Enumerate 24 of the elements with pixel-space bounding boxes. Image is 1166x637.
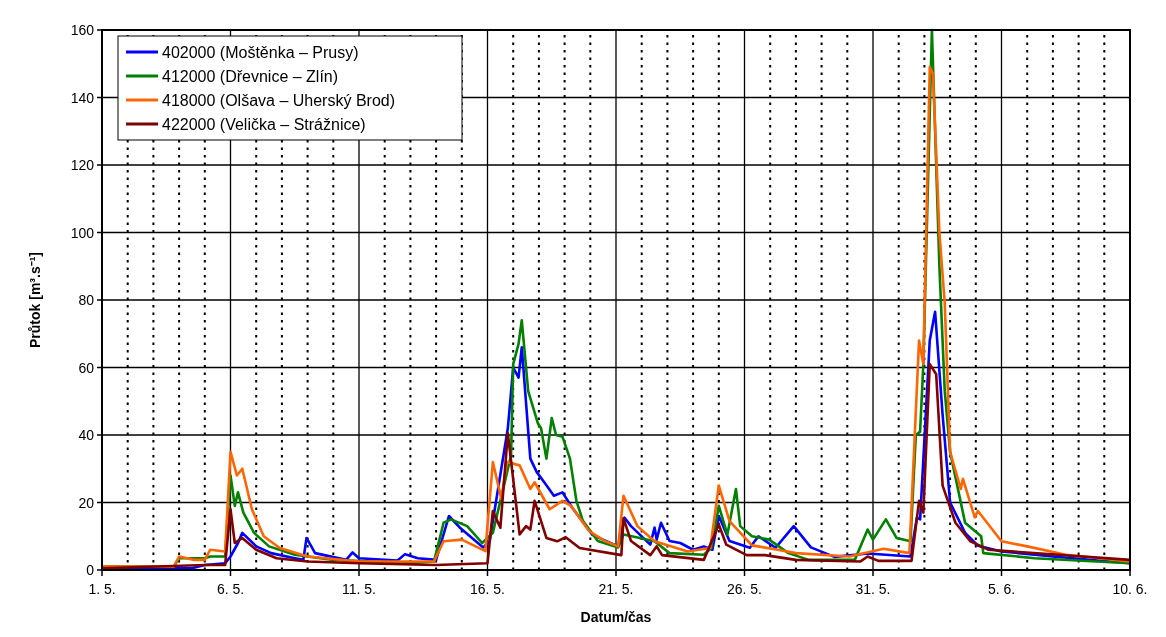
y-axis-title: Průtok [m³.s⁻¹] (27, 252, 43, 348)
y-tick-label: 0 (86, 562, 95, 578)
y-tick-label: 60 (78, 359, 95, 376)
x-axis-title: Datum/čas (580, 609, 652, 625)
legend-label: 422000 (Velička – Strážnice) (162, 116, 366, 133)
x-tick-label: 26. 5. (726, 581, 763, 597)
y-tick-label: 100 (70, 224, 95, 241)
x-tick-label: 11. 5. (342, 581, 376, 597)
y-tick-label: 40 (78, 427, 95, 443)
x-tick-label: 5. 6. (987, 581, 1016, 597)
y-tick-label: 20 (78, 494, 95, 511)
x-tick-label: 31. 5. (855, 581, 891, 597)
x-tick-label: 6. 5. (216, 581, 245, 597)
legend-label: 402000 (Moštěnka – Prusy) (162, 44, 359, 61)
x-tick-label: 10. 6. (1112, 581, 1148, 597)
x-tick-label: 16. 5. (469, 581, 506, 597)
y-tick-label: 80 (78, 292, 95, 308)
legend-label: 412000 (Dřevnice – Zlín) (162, 68, 339, 85)
y-tick-label: 140 (70, 89, 95, 106)
x-tick-label: 21. 5. (598, 581, 634, 597)
legend-label: 418000 (Olšava – Uherský Brod) (162, 92, 395, 109)
y-tick-label: 160 (70, 22, 95, 38)
y-tick-label: 120 (70, 157, 95, 173)
x-tick-label: 1. 5. (88, 581, 116, 597)
